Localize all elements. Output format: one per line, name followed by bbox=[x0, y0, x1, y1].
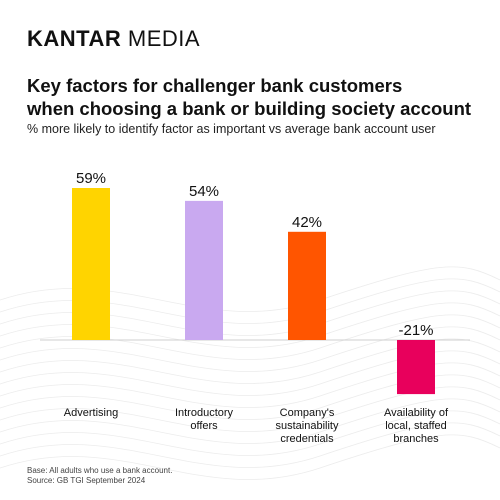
category-label-2-line-1: Introductory bbox=[175, 407, 234, 419]
category-label-4-line-2: local, staffed bbox=[385, 420, 447, 432]
bar-1 bbox=[72, 188, 110, 340]
category-label-3-line-2: sustainability bbox=[276, 420, 339, 432]
value-label-1: 59% bbox=[76, 170, 106, 187]
chart-title: Key factors for challenger bank customer… bbox=[27, 74, 487, 120]
chart-subtitle: % more likely to identify factor as impo… bbox=[27, 122, 436, 136]
footer-base-note: Base: All adults who use a bank account. bbox=[27, 466, 173, 475]
category-label-3-line-1: Company's bbox=[280, 407, 335, 419]
category-label-3-line-3: credentials bbox=[280, 433, 334, 445]
bar-3 bbox=[288, 231, 326, 340]
chart-title-line-1: Key factors for challenger bank customer… bbox=[27, 75, 403, 96]
bar-2 bbox=[185, 200, 223, 340]
chart-footer: Base: All adults who use a bank account.… bbox=[27, 466, 172, 486]
kantar-media-logo: KANTAR MEDIA bbox=[27, 26, 200, 52]
chart-title-line-2: when choosing a bank or building society… bbox=[27, 98, 472, 119]
value-label-4: -21% bbox=[398, 322, 433, 339]
value-label-2: 54% bbox=[189, 183, 219, 200]
logo-brand-regular: MEDIA bbox=[127, 26, 201, 51]
value-label-3: 42% bbox=[292, 214, 322, 231]
category-label-4-line-3: branches bbox=[393, 433, 439, 445]
category-label-1-line-1: Advertising bbox=[64, 407, 118, 419]
logo-brand-bold: KANTAR bbox=[27, 26, 122, 51]
category-label-2-line-2: offers bbox=[190, 420, 218, 432]
bar-4 bbox=[397, 340, 435, 395]
footer-source-note: Source: GB TGI September 2024 bbox=[27, 476, 146, 485]
category-label-4-line-1: Availability of bbox=[384, 407, 449, 419]
